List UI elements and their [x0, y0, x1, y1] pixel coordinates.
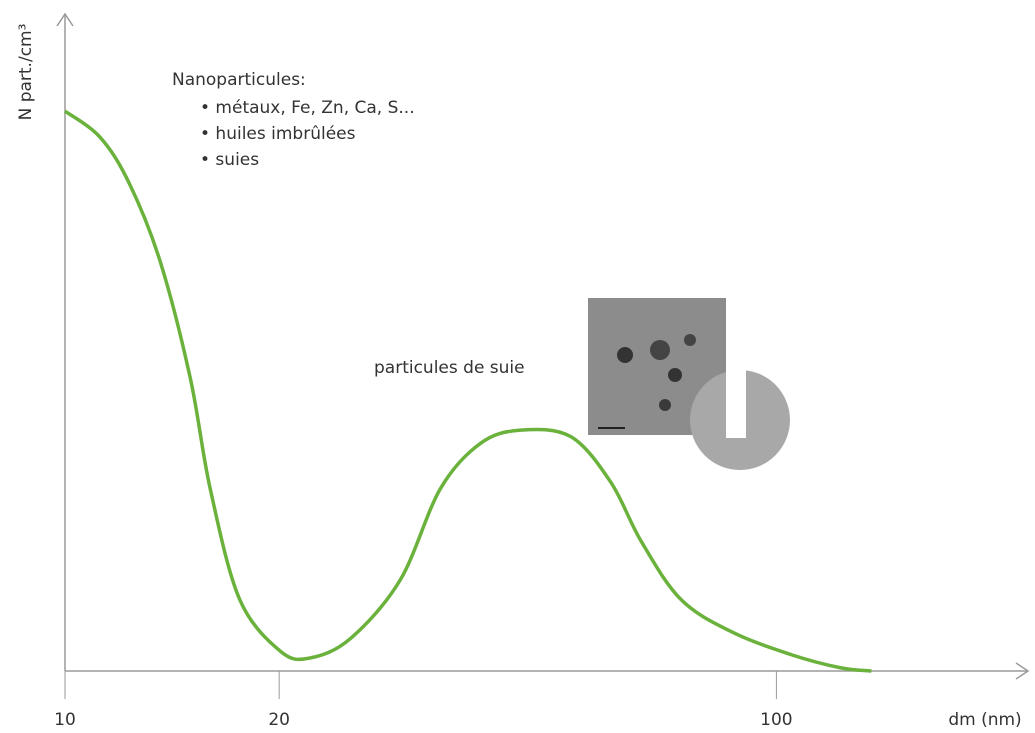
x-axis-arrow: [1015, 662, 1030, 680]
annotation-item: • huiles imbrûlées: [200, 124, 356, 144]
micrograph: [588, 298, 790, 470]
x-axis-label: dm (nm): [948, 710, 1021, 730]
y-axis-label: N part./cm³: [16, 24, 36, 121]
x-tick-label: 20: [268, 710, 290, 730]
data-line: [63, 109, 872, 673]
annotation-item: • suies: [200, 150, 259, 170]
peak-label: particules de suie: [374, 358, 525, 378]
y-axis-arrow: [56, 12, 74, 27]
annotation-item: • métaux, Fe, Zn, Ca, S...: [200, 98, 415, 118]
x-tick-label: 100: [760, 710, 792, 730]
x-tick-label: 10: [54, 710, 76, 730]
annotation-title: Nanoparticules:: [172, 70, 306, 90]
